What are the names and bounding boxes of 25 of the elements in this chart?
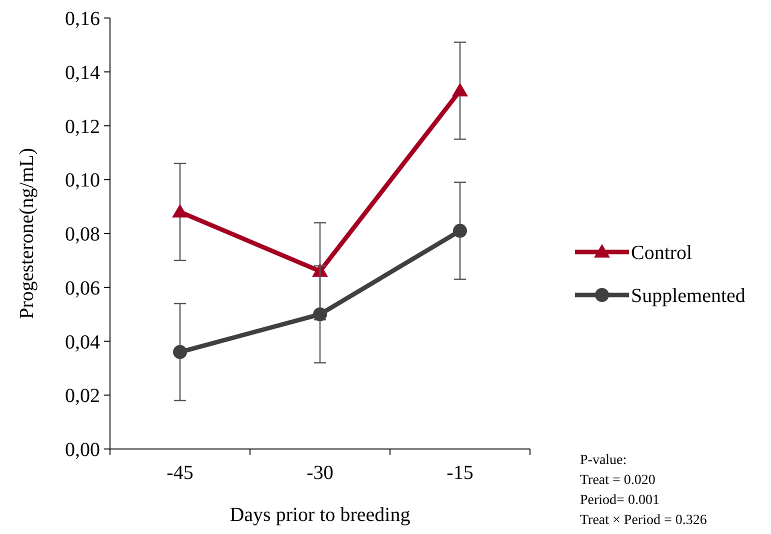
legend-label: Supplemented bbox=[631, 285, 746, 307]
y-tick-label: 0,08 bbox=[65, 224, 100, 246]
point bbox=[453, 224, 467, 238]
legend-label: Control bbox=[631, 242, 693, 264]
y-axis-title: Progesterone(ng/mL) bbox=[16, 148, 38, 320]
text: Treat = 0.020 bbox=[580, 473, 656, 488]
x-axis-title: Days prior to breeding bbox=[230, 504, 410, 526]
y-tick-label: 0,04 bbox=[65, 331, 100, 354]
y-tick-label: 0,16 bbox=[65, 8, 100, 30]
text: Period= 0.001 bbox=[580, 493, 660, 508]
y-tick-label: 0,00 bbox=[65, 439, 100, 461]
y-tick-label: 0,10 bbox=[65, 170, 100, 192]
y-tick-label: 0,14 bbox=[65, 62, 100, 84]
y-tick-label: 0,02 bbox=[65, 385, 100, 408]
x-tick-label: -30 bbox=[306, 462, 334, 484]
text: Treat × Period = 0.326 bbox=[580, 513, 707, 528]
y-tick-label: 0,06 bbox=[65, 277, 100, 300]
point bbox=[173, 345, 187, 360]
x-tick-label: -15 bbox=[446, 462, 474, 484]
point bbox=[313, 307, 327, 322]
x-tick-label: -45 bbox=[166, 462, 194, 484]
text: P-value: bbox=[580, 453, 627, 468]
point bbox=[452, 82, 468, 96]
point bbox=[172, 204, 188, 218]
y-tick-label: 0,12 bbox=[65, 116, 100, 138]
